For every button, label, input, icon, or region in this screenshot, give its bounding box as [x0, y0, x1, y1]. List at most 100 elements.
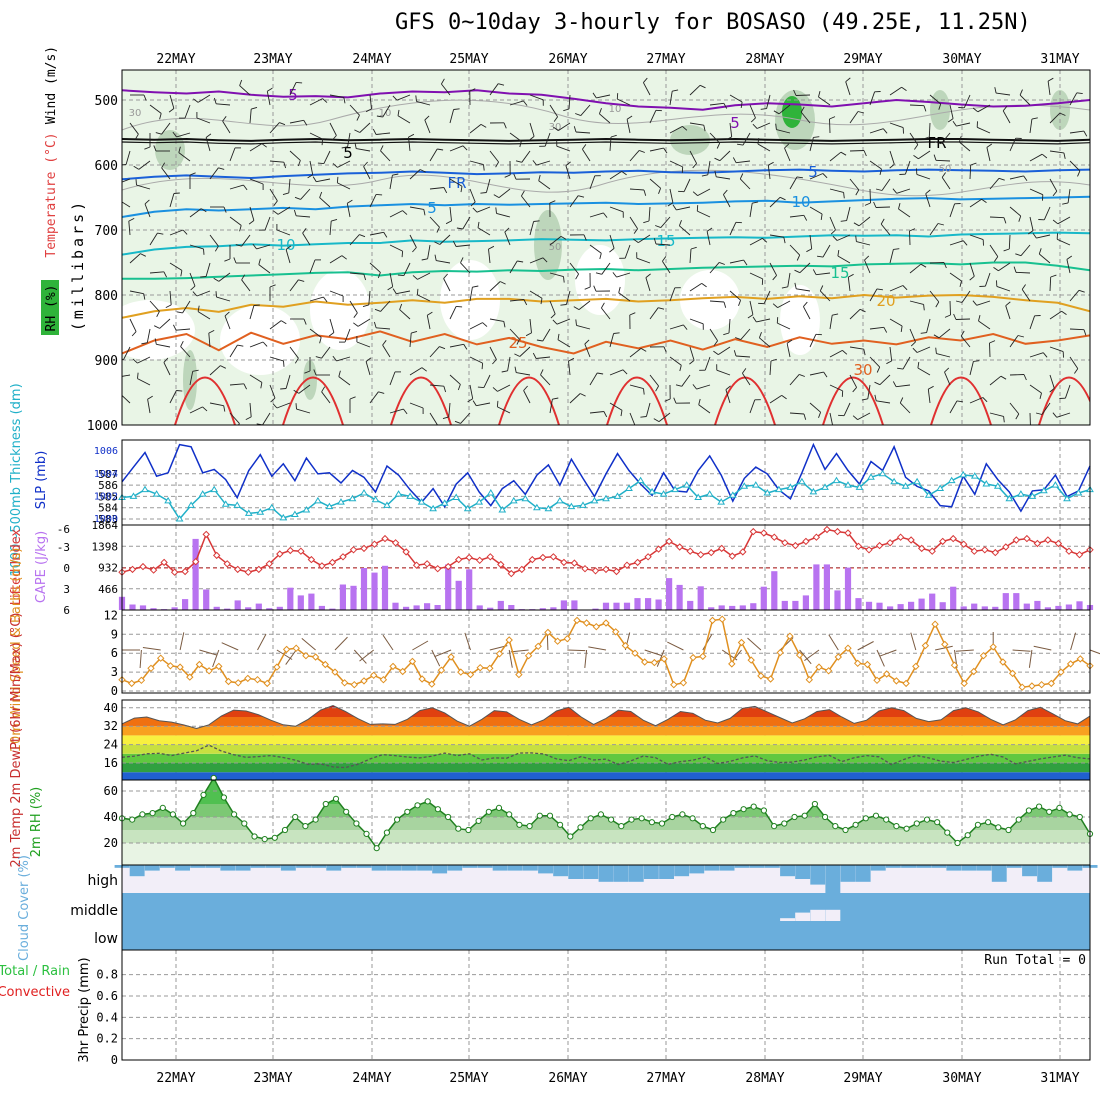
- wind-barb: [759, 337, 771, 348]
- thickness-series-point: [786, 483, 795, 490]
- wind-barb-flag: [392, 95, 398, 101]
- wind-barb-flag: [820, 213, 823, 220]
- wind-barb: [909, 300, 924, 305]
- wind-barb: [809, 334, 817, 348]
- wind-barb: [189, 272, 196, 287]
- wind-barb: [1029, 352, 1044, 358]
- wind-barb: [849, 111, 859, 124]
- wind-barb-flag: [982, 397, 988, 403]
- cape-bar: [371, 572, 378, 610]
- wind-barb: [180, 346, 191, 358]
- wind-barb-flag: [132, 358, 138, 364]
- wind-barb-flag: [523, 100, 528, 106]
- wind-barb-flag: [958, 136, 962, 143]
- wind-barb-10m: [301, 638, 316, 651]
- wind-barb: [399, 309, 411, 320]
- wind-barb: [969, 198, 982, 208]
- rh2m-series-point: [689, 815, 696, 822]
- wind-barb: [229, 147, 236, 162]
- rh-humid-region: [183, 350, 197, 410]
- wind-barb: [509, 299, 524, 302]
- wind-barb-flag: [452, 240, 457, 247]
- wind-barb: [969, 397, 984, 404]
- wind-barb-flag: [495, 161, 499, 168]
- wind10-series-point: [1066, 660, 1075, 668]
- wind-barb: [649, 178, 661, 189]
- wind-barb: [137, 378, 151, 386]
- wind-barb: [489, 281, 501, 292]
- wind-barb-flag: [892, 381, 897, 387]
- wind-barb-flag: [424, 115, 430, 121]
- wind-barb: [436, 260, 451, 264]
- cloud-high-bar: [1037, 865, 1053, 882]
- wind-barb-flag: [252, 243, 257, 250]
- cape-bar: [339, 584, 346, 610]
- wind-barb-flag: [973, 360, 980, 362]
- wind-barb-flag: [994, 87, 997, 94]
- wind-barb: [557, 339, 571, 348]
- wind-barb: [1069, 130, 1084, 134]
- wind-barb-flag: [986, 143, 993, 148]
- wind-barb-flag: [803, 215, 808, 221]
- wind-barb: [556, 318, 571, 325]
- lifted-index-series-point: [1044, 536, 1052, 544]
- wind-barb-flag: [575, 273, 579, 280]
- wind-barb-flag: [472, 285, 479, 288]
- rh-max-region: [782, 96, 802, 128]
- wind-barb: [989, 244, 999, 257]
- wind-barb-flag: [378, 391, 385, 394]
- wind10-series-point: [912, 662, 920, 671]
- wind-barb: [509, 260, 518, 274]
- wind-barb-flag: [662, 256, 667, 262]
- wind-barb-flag: [157, 232, 164, 235]
- wind-barb-10m: [667, 641, 684, 651]
- wind-barb-flag: [880, 218, 885, 225]
- rh2m-series-point: [760, 807, 768, 814]
- cloud-level-label: high: [87, 873, 118, 889]
- wind-barb: [689, 318, 704, 325]
- wind-barb-flag: [297, 160, 301, 167]
- wind-barb-flag: [200, 208, 207, 213]
- wind-barb-flag: [1027, 230, 1034, 235]
- wind-barb: [829, 350, 843, 358]
- wind-barb: [549, 272, 564, 278]
- y-tick-label-li: 0: [63, 562, 70, 575]
- wind-barb-flag: [863, 349, 866, 356]
- wind-barb: [289, 82, 297, 96]
- temperature-contour-surface: [174, 376, 236, 425]
- wind-barb: [269, 356, 284, 362]
- thickness-series-point: [1074, 489, 1083, 496]
- cloud-high-bar: [538, 865, 553, 874]
- wind-barb: [740, 328, 751, 340]
- rh2m-series-point: [149, 810, 156, 817]
- wind-barb: [1009, 335, 1019, 348]
- wind-barb: [1029, 153, 1043, 162]
- wind-barb: [881, 178, 891, 191]
- wind-barb-flag: [456, 305, 463, 308]
- y-axis-label-convective: Convective: [0, 985, 70, 1000]
- wind-barb-flag: [128, 217, 135, 222]
- panel-frame: [121, 609, 1091, 694]
- wind-barb-flag: [914, 144, 919, 150]
- y-tick-label: 3: [111, 665, 118, 679]
- wind-barb-flag: [853, 222, 860, 227]
- rh2m-series-point: [139, 811, 146, 818]
- thickness-series-point: [970, 472, 979, 479]
- wind-barb-flag: [743, 259, 748, 266]
- wind-barb-flag: [678, 220, 682, 226]
- wind-barb-flag: [353, 312, 358, 318]
- wind-barb-flag: [180, 340, 184, 347]
- wind-barb: [902, 356, 911, 370]
- wind-barb: [1009, 175, 1024, 180]
- wind-barb: [489, 83, 499, 96]
- lifted-index-series-point: [970, 547, 979, 555]
- wind-barb: [869, 128, 884, 134]
- cloud-high-bar: [734, 865, 750, 868]
- y-tick-label-cape: 932: [98, 562, 118, 575]
- wind-barb-flag: [397, 109, 400, 116]
- wind-barb-flag: [365, 108, 372, 113]
- wind-barb-flag: [575, 113, 581, 117]
- lifted-index-series-point: [212, 551, 221, 560]
- wind-barb-flag: [633, 228, 638, 234]
- wind-barb-flag: [550, 313, 556, 319]
